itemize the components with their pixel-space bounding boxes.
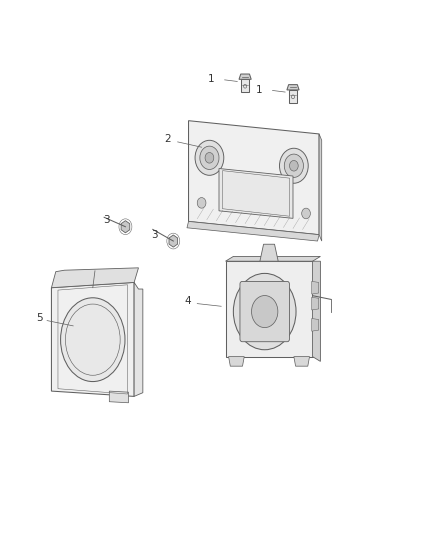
Circle shape [233,273,296,350]
Polygon shape [312,281,319,294]
Polygon shape [110,391,128,403]
Polygon shape [289,90,297,103]
Polygon shape [169,235,178,247]
Text: 5: 5 [36,313,43,324]
Text: 3: 3 [151,230,157,240]
Polygon shape [187,221,319,241]
Polygon shape [294,357,310,366]
Text: 3: 3 [103,215,110,225]
Circle shape [197,198,206,208]
Polygon shape [51,268,138,288]
Polygon shape [51,282,134,397]
Circle shape [302,208,311,219]
Polygon shape [226,261,313,357]
Circle shape [251,295,278,328]
Polygon shape [312,318,319,331]
Ellipse shape [60,298,125,382]
Circle shape [200,146,219,169]
Circle shape [205,152,214,163]
FancyBboxPatch shape [240,281,290,342]
Polygon shape [229,357,244,366]
Polygon shape [121,221,130,233]
Polygon shape [239,74,251,79]
Circle shape [195,140,224,175]
Polygon shape [319,134,322,241]
Circle shape [290,160,298,171]
Polygon shape [241,79,249,92]
Circle shape [279,148,308,183]
Polygon shape [312,297,319,310]
Polygon shape [219,168,293,219]
Polygon shape [134,282,143,397]
Circle shape [284,154,304,177]
Polygon shape [188,120,319,235]
Polygon shape [313,261,321,361]
Text: 2: 2 [165,134,171,144]
Polygon shape [287,85,299,90]
Polygon shape [226,256,321,261]
Text: 1: 1 [256,85,263,95]
Text: 4: 4 [184,296,191,306]
Polygon shape [260,244,278,261]
Text: 1: 1 [208,74,215,84]
